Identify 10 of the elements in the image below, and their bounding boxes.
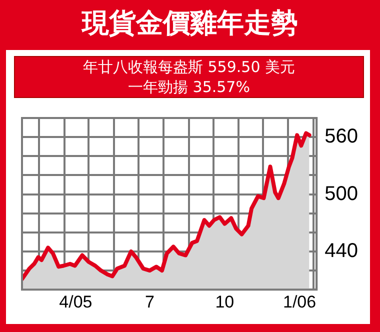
x-tick-label: 10: [215, 292, 234, 312]
x-tick-label: 4/05: [59, 292, 92, 312]
chart-title: 現貨金價雞年走勢: [80, 7, 299, 41]
x-tick-label: 7: [145, 292, 155, 312]
y-tick-label: 440: [324, 240, 358, 262]
x-tick-label: 1/06: [282, 292, 316, 312]
y-tick-label: 500: [324, 182, 358, 205]
chart-subtitle: 年廿八收報每盎斯 559.50 美元: [82, 57, 296, 77]
text: 一年勁揚 35.57%: [127, 77, 251, 97]
y-tick-label: 560: [324, 126, 358, 148]
